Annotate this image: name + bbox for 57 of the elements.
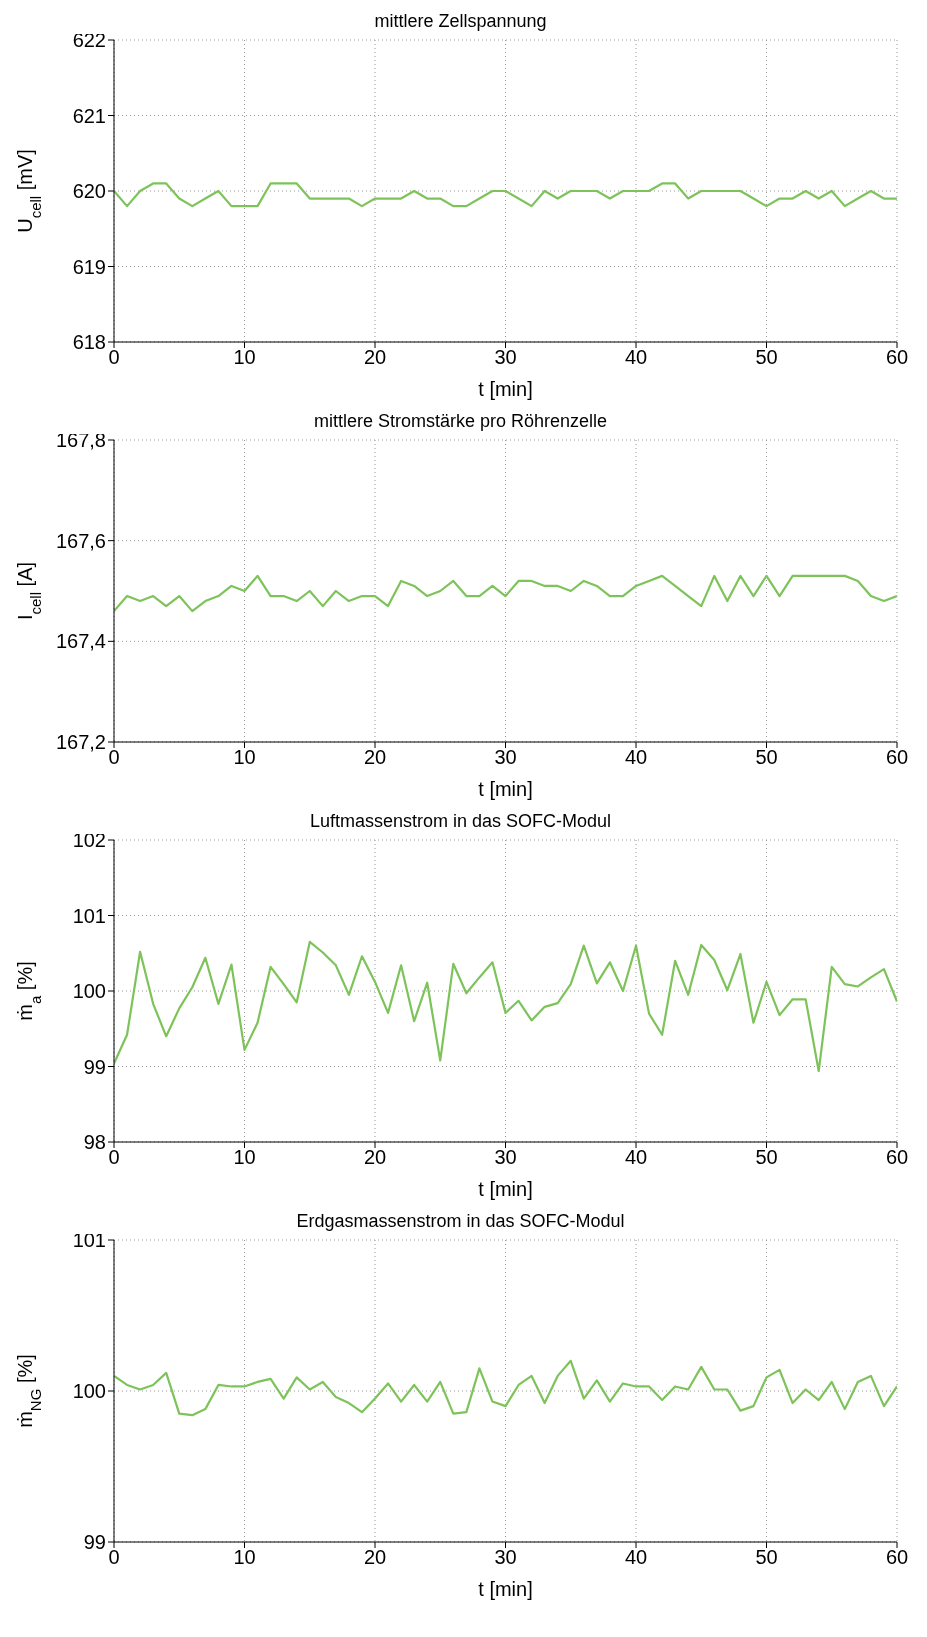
x-tick-label: 50 xyxy=(755,1146,778,1169)
x-tick-label: 30 xyxy=(494,346,517,369)
x-tick-label: 30 xyxy=(494,1546,517,1569)
y-tick-label: 167,4 xyxy=(55,630,106,653)
y-tick-label: 100 xyxy=(72,1380,106,1403)
x-tick-label: 60 xyxy=(885,1146,909,1169)
x-tick-label: 50 xyxy=(755,746,778,769)
y-tick-label: 100 xyxy=(72,980,106,1003)
line-series xyxy=(114,1359,897,1417)
x-tick-label: 60 xyxy=(885,746,909,769)
y-tick-label: 101 xyxy=(72,904,106,927)
y-tick-label: 618 xyxy=(72,331,106,354)
y-tick-label: 102 xyxy=(72,829,106,852)
y-tick-label: 98 xyxy=(83,1131,106,1154)
x-tick-label: 0 xyxy=(108,346,120,369)
line-series xyxy=(114,940,897,1073)
chart-title: Erdgasmassenstrom in das SOFC-Modul xyxy=(296,1211,625,1231)
x-tick-label: 0 xyxy=(108,1146,120,1169)
line-series xyxy=(114,574,897,613)
x-tick-label: 0 xyxy=(108,746,120,769)
chart-title: Luftmassenstrom in das SOFC-Modul xyxy=(309,811,612,831)
x-tick-label: 10 xyxy=(233,346,256,369)
x-tick-label: 0 xyxy=(108,1546,120,1569)
x-tick-label: 40 xyxy=(624,746,648,769)
y-tick-label: 99 xyxy=(83,1055,106,1078)
x-tick-label: 40 xyxy=(624,1546,648,1569)
y-tick-label: 621 xyxy=(72,104,106,127)
x-tick-label: 20 xyxy=(363,1546,387,1569)
x-tick-label: 40 xyxy=(624,1146,648,1169)
x-tick-label: 20 xyxy=(363,1146,387,1169)
y-tick-label: 167,2 xyxy=(55,731,106,754)
x-axis-title: t [min] xyxy=(478,378,533,400)
x-tick-label: 20 xyxy=(363,346,387,369)
x-axis-title: t [min] xyxy=(478,1178,533,1200)
y-tick-label: 99 xyxy=(83,1531,106,1554)
x-tick-label: 10 xyxy=(233,1146,256,1169)
x-tick-label: 20 xyxy=(363,746,387,769)
x-tick-label: 60 xyxy=(885,1546,909,1569)
chart-title: mittlere Stromstärke pro Röhrenzelle xyxy=(313,411,608,431)
y-tick-label: 101 xyxy=(72,1229,106,1252)
y-tick-label: 167,8 xyxy=(55,429,106,452)
x-tick-label: 50 xyxy=(755,346,778,369)
x-tick-label: 30 xyxy=(494,1146,517,1169)
y-tick-label: 622 xyxy=(72,29,106,52)
chart-title: mittlere Zellspannung xyxy=(374,11,547,31)
x-tick-label: 10 xyxy=(233,1546,256,1569)
x-axis-title: t [min] xyxy=(478,778,533,800)
y-tick-label: 619 xyxy=(72,255,106,278)
x-axis-title: t [min] xyxy=(478,1578,533,1600)
x-tick-label: 30 xyxy=(494,746,517,769)
x-tick-label: 10 xyxy=(233,746,256,769)
y-tick-label: 167,6 xyxy=(55,529,106,552)
x-tick-label: 50 xyxy=(755,1546,778,1569)
x-tick-label: 40 xyxy=(624,346,648,369)
line-series xyxy=(114,182,897,208)
y-tick-label: 620 xyxy=(72,180,106,203)
x-tick-label: 60 xyxy=(885,346,909,369)
